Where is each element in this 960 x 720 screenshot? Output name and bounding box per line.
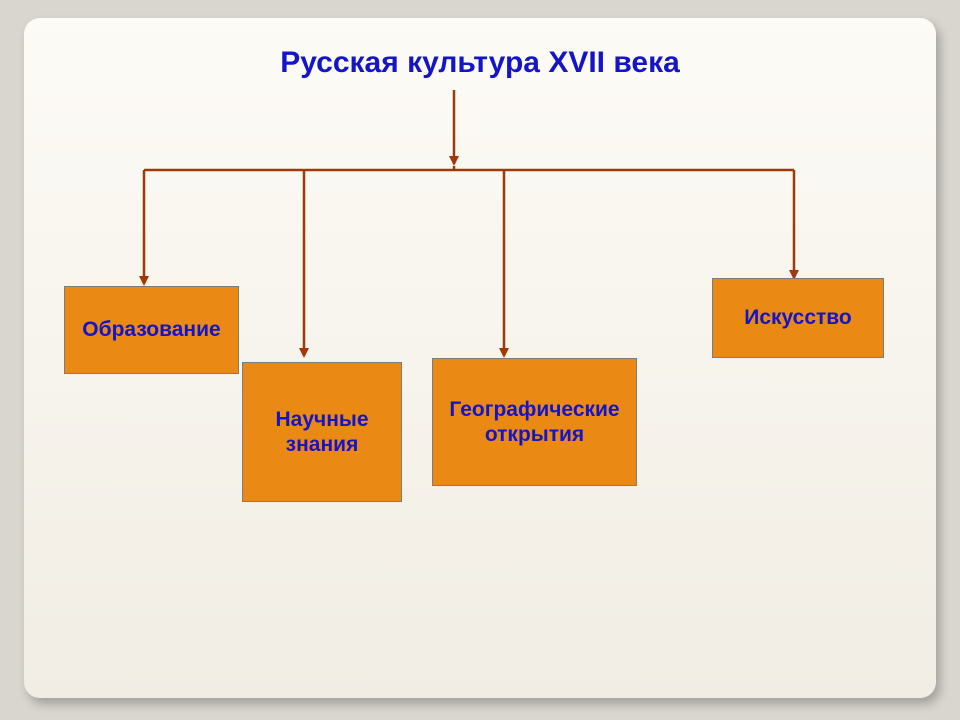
node-education: Образование	[64, 286, 239, 374]
node-label: Искусство	[744, 305, 852, 330]
slide-card: Русская культура XVII века Образование Н…	[24, 18, 936, 698]
node-label: Научные знания	[247, 407, 397, 457]
diagram-title: Русская культура XVII века	[24, 46, 936, 80]
node-geography: Географические открытия	[432, 358, 637, 486]
node-art: Искусство	[712, 278, 884, 358]
node-label: Образование	[82, 317, 220, 342]
node-label: Географические открытия	[437, 397, 632, 447]
node-science: Научные знания	[242, 362, 402, 502]
